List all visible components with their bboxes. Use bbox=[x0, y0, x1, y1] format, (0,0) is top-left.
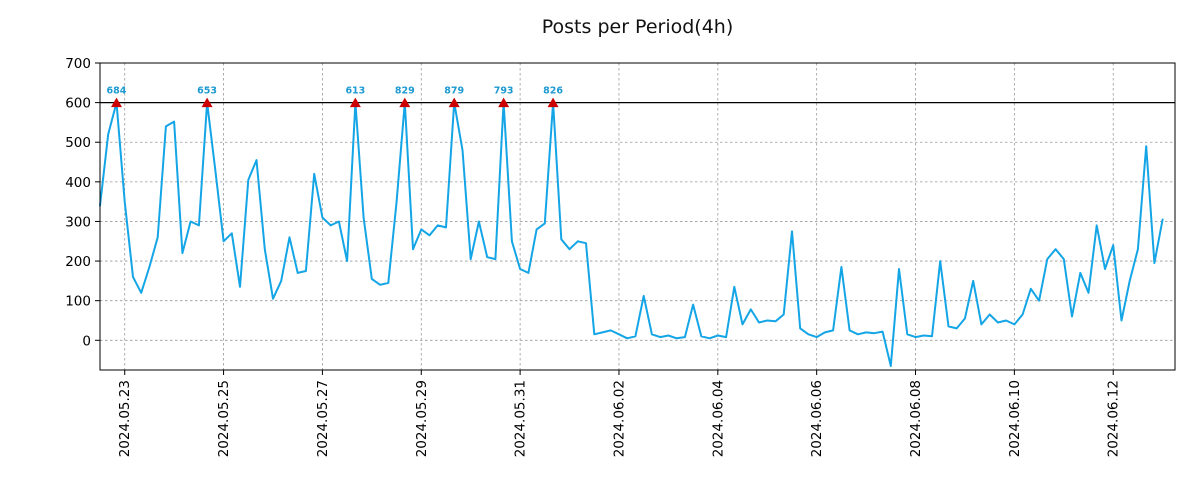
y-tick-label: 300 bbox=[65, 214, 91, 230]
peak-marker bbox=[399, 97, 411, 108]
peak-value-label: 613 bbox=[345, 86, 365, 97]
x-tick-label: 2024.06.08 bbox=[908, 380, 924, 457]
y-tick-label: 100 bbox=[65, 294, 91, 310]
peak-value-label: 793 bbox=[494, 86, 514, 97]
y-tick-label: 600 bbox=[65, 96, 91, 112]
peak-value-label: 684 bbox=[107, 86, 127, 97]
peak-marker bbox=[498, 97, 510, 108]
y-tick-label: 500 bbox=[65, 135, 91, 151]
peak-value-label: 826 bbox=[543, 86, 563, 97]
peak-value-label: 879 bbox=[444, 86, 464, 97]
y-tick-label: 700 bbox=[65, 56, 91, 72]
x-tick-label: 2024.06.06 bbox=[809, 380, 825, 457]
x-tick-label: 2024.05.23 bbox=[117, 380, 133, 457]
x-tick-label: 2024.06.12 bbox=[1106, 380, 1122, 457]
posts-line-series bbox=[99, 101, 1164, 367]
x-tick-label: 2024.06.10 bbox=[1007, 380, 1023, 457]
x-tick-label: 2024.05.31 bbox=[513, 380, 529, 457]
x-tick-label: 2024.06.02 bbox=[611, 380, 627, 457]
peak-value-label: 653 bbox=[197, 86, 217, 97]
y-tick-label: 200 bbox=[65, 254, 91, 270]
x-tick-label: 2024.05.29 bbox=[414, 380, 430, 457]
x-tick-label: 2024.05.27 bbox=[315, 380, 331, 457]
y-tick-label: 400 bbox=[65, 175, 91, 191]
peak-marker bbox=[201, 97, 213, 108]
peak-value-label: 829 bbox=[395, 86, 415, 97]
chart-title: Posts per Period(4h) bbox=[541, 16, 734, 38]
peak-marker bbox=[110, 97, 122, 108]
x-tick-label: 2024.06.04 bbox=[710, 380, 726, 457]
y-tick-label: 0 bbox=[82, 333, 91, 349]
peak-marker bbox=[448, 97, 460, 108]
peak-marker bbox=[547, 97, 559, 108]
peak-marker bbox=[349, 97, 361, 108]
axis-border bbox=[99, 62, 1176, 371]
x-tick-label: 2024.05.25 bbox=[216, 380, 232, 457]
